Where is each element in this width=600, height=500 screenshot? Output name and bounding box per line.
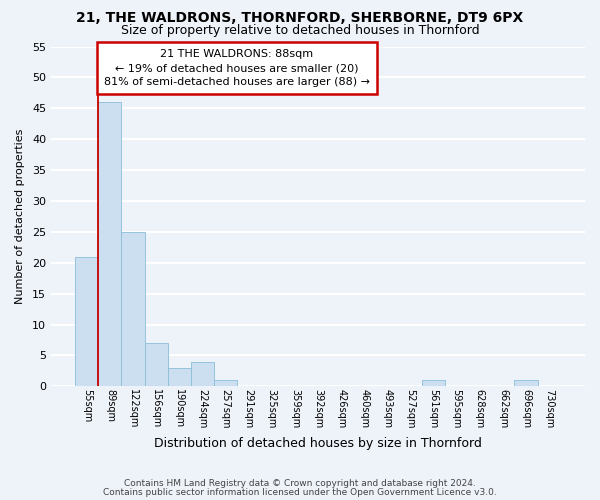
Bar — [514, 380, 538, 386]
Text: Contains public sector information licensed under the Open Government Licence v3: Contains public sector information licen… — [103, 488, 497, 497]
Bar — [422, 380, 445, 386]
Y-axis label: Number of detached properties: Number of detached properties — [15, 129, 25, 304]
Bar — [167, 368, 191, 386]
Bar — [121, 232, 145, 386]
Bar — [145, 343, 167, 386]
Bar — [214, 380, 237, 386]
Text: Contains HM Land Registry data © Crown copyright and database right 2024.: Contains HM Land Registry data © Crown c… — [124, 478, 476, 488]
X-axis label: Distribution of detached houses by size in Thornford: Distribution of detached houses by size … — [154, 437, 482, 450]
Bar — [98, 102, 121, 387]
Text: Size of property relative to detached houses in Thornford: Size of property relative to detached ho… — [121, 24, 479, 37]
Text: 21 THE WALDRONS: 88sqm
← 19% of detached houses are smaller (20)
81% of semi-det: 21 THE WALDRONS: 88sqm ← 19% of detached… — [104, 49, 370, 87]
Text: 21, THE WALDRONS, THORNFORD, SHERBORNE, DT9 6PX: 21, THE WALDRONS, THORNFORD, SHERBORNE, … — [76, 11, 524, 25]
Bar — [75, 256, 98, 386]
Bar — [191, 362, 214, 386]
